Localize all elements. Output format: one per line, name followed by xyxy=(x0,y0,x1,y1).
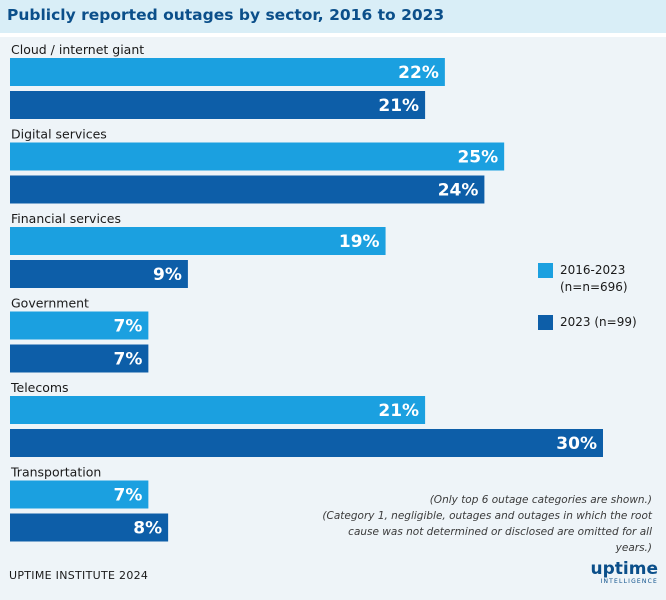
category-label-cloud-internet-giant: Cloud / internet giant xyxy=(11,42,144,57)
bar-value-label-financial-services-2016-2023: 19% xyxy=(339,232,380,252)
legend: 2016-2023 (n=n=696) 2023 (n=99) xyxy=(538,262,666,349)
bar-chart: Cloud / internet giant 22% 21% Digital serv… xyxy=(10,42,603,542)
chart-notes: (Only top 6 outage categories are shown.… xyxy=(322,492,652,556)
title-bar: Publicly reported outages by sector, 201… xyxy=(0,0,666,33)
note-line-1: (Only top 6 outage categories are shown.… xyxy=(429,494,652,506)
bar-transportation-2016-2023 xyxy=(10,480,149,509)
bar-value-label-cloud-internet-giant-2023: 21% xyxy=(378,96,419,116)
bar-value-label-digital-services-2023: 24% xyxy=(438,181,479,201)
bar-value-label-government-2023: 7% xyxy=(113,350,142,370)
legend-sublabel-2016-2023: (n=n=696) xyxy=(560,280,628,294)
note-line-3: cause was not determined or disclosed ar… xyxy=(348,526,652,554)
note-line-2: (Category 1, negligible, outages and out… xyxy=(322,510,652,522)
category-label-financial-services: Financial services xyxy=(11,211,121,226)
bar-value-label-transportation-2016-2023: 7% xyxy=(113,486,142,506)
category-label-telecoms: Telecoms xyxy=(10,380,69,395)
category-label-government: Government xyxy=(11,296,89,311)
bar-value-label-financial-services-2023: 9% xyxy=(153,265,182,285)
bar-value-label-government-2016-2023: 7% xyxy=(113,317,142,337)
uptime-logo: uptime INTELLIGENCE xyxy=(591,561,658,586)
bar-telecoms-2023 xyxy=(10,429,603,457)
bar-value-label-telecoms-2023: 30% xyxy=(556,434,597,454)
source-label: UPTIME INSTITUTE 2024 xyxy=(9,569,149,582)
bar-digital-services-2016-2023 xyxy=(10,142,505,171)
category-label-transportation: Transportation xyxy=(10,465,101,480)
bar-government-2016-2023 xyxy=(10,311,149,340)
legend-label-2016-2023: 2016-2023 xyxy=(560,263,626,277)
bar-cloud-internet-giant-2016-2023 xyxy=(10,58,445,86)
bar-financial-services-2016-2023 xyxy=(10,227,386,255)
bar-value-label-cloud-internet-giant-2016-2023: 22% xyxy=(398,63,439,83)
legend-swatch-2023 xyxy=(538,315,553,330)
legend-item-2016-2023: 2016-2023 (n=n=696) xyxy=(538,262,666,296)
legend-label-2023: 2023 (n=99) xyxy=(560,315,637,329)
bar-telecoms-2016-2023 xyxy=(10,396,426,424)
bar-financial-services-2023 xyxy=(10,260,188,288)
bar-government-2023 xyxy=(10,344,149,373)
bar-digital-services-2023 xyxy=(10,175,485,204)
category-label-digital-services: Digital services xyxy=(11,127,107,142)
legend-swatch-2016-2023 xyxy=(538,263,553,278)
chart-title: Publicly reported outages by sector, 201… xyxy=(7,6,445,24)
bar-transportation-2023 xyxy=(10,513,169,542)
bar-value-label-transportation-2023: 8% xyxy=(133,519,162,539)
brand-subtitle: INTELLIGENCE xyxy=(600,578,658,585)
legend-item-2023: 2023 (n=99) xyxy=(538,314,666,331)
brand-wordmark: uptime xyxy=(590,559,658,579)
bar-value-label-telecoms-2016-2023: 21% xyxy=(378,401,419,421)
bar-cloud-internet-giant-2023 xyxy=(10,91,426,119)
bar-value-label-digital-services-2016-2023: 25% xyxy=(457,148,498,168)
